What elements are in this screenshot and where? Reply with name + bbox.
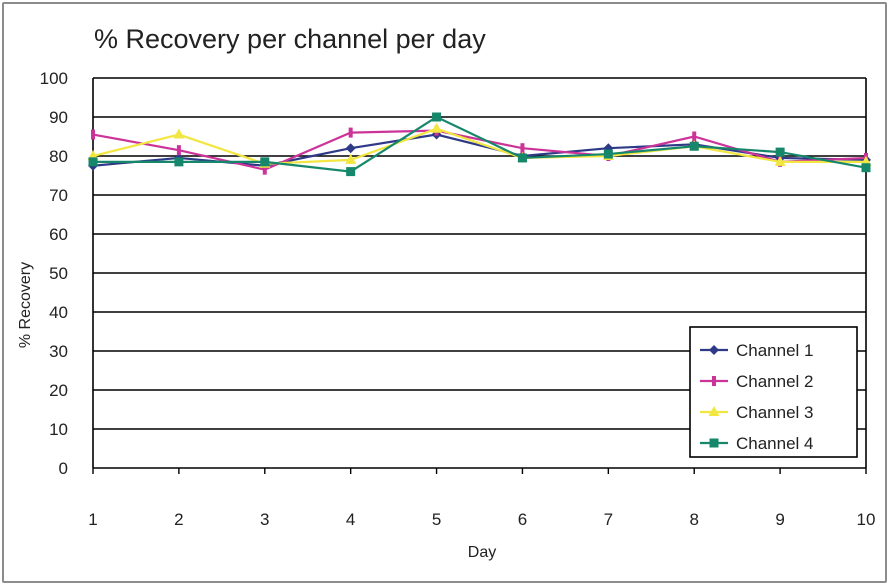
legend-label: Channel 1 xyxy=(736,341,814,360)
legend-marker xyxy=(709,438,719,448)
data-point xyxy=(348,127,353,138)
data-point xyxy=(517,153,527,163)
legend-label: Channel 3 xyxy=(736,403,814,422)
data-point xyxy=(345,153,357,164)
data-point xyxy=(260,157,270,167)
x-tick-label: 5 xyxy=(432,510,441,529)
y-tick-label: 10 xyxy=(49,420,68,439)
y-tick-label: 90 xyxy=(49,108,68,127)
x-tick-label: 3 xyxy=(260,510,269,529)
data-point xyxy=(774,155,786,166)
y-tick-label: 50 xyxy=(49,264,68,283)
x-tick-label: 7 xyxy=(604,510,613,529)
y-tick-label: 100 xyxy=(40,69,68,88)
x-axis-ticks: 1 2 3 4 5 6 7 8 9 10 xyxy=(88,468,875,529)
y-tick-label: 30 xyxy=(49,342,68,361)
y-tick-label: 40 xyxy=(49,303,68,322)
series-channel-4 xyxy=(88,112,871,177)
legend-item: Channel 2 xyxy=(700,372,814,391)
data-point xyxy=(262,164,267,175)
legend-item: Channel 3 xyxy=(700,403,814,422)
data-point xyxy=(692,131,697,142)
legend: Channel 1 Channel 2 Channel 3 Channel 4 xyxy=(689,326,858,458)
data-point xyxy=(174,157,184,167)
legend-marker xyxy=(712,376,716,386)
legend-box xyxy=(689,326,858,458)
y-axis-ticks: 0 10 20 30 40 50 60 70 80 90 100 xyxy=(40,69,68,478)
series-group xyxy=(87,112,872,177)
data-point xyxy=(91,129,95,140)
x-tick-label: 10 xyxy=(857,510,876,529)
y-tick-label: 0 xyxy=(59,459,68,478)
data-point xyxy=(431,122,443,133)
data-point xyxy=(861,163,871,173)
data-point xyxy=(520,143,525,154)
x-tick-label: 6 xyxy=(518,510,527,529)
data-point xyxy=(345,143,356,154)
legend-marker xyxy=(708,406,720,416)
chart-title: % Recovery per channel per day xyxy=(94,24,486,54)
y-tick-label: 80 xyxy=(49,147,68,166)
series-line xyxy=(93,115,867,173)
data-point xyxy=(775,147,785,157)
data-point xyxy=(689,141,699,151)
y-axis-label: % Recovery xyxy=(17,262,34,348)
legend-marker xyxy=(709,345,719,355)
legend-item: Channel 4 xyxy=(700,434,814,453)
data-point xyxy=(432,112,442,122)
legend-label: Channel 4 xyxy=(736,434,814,453)
data-point xyxy=(603,149,613,159)
y-tick-label: 20 xyxy=(49,381,68,400)
x-tick-label: 8 xyxy=(689,510,698,529)
x-tick-label: 4 xyxy=(346,510,355,529)
x-tick-label: 1 xyxy=(88,510,97,529)
data-point xyxy=(346,167,356,177)
x-axis-label: Day xyxy=(468,544,496,561)
data-point xyxy=(88,157,98,167)
x-tick-label: 2 xyxy=(174,510,183,529)
data-point xyxy=(176,145,181,156)
data-point xyxy=(173,128,185,139)
series-line xyxy=(92,127,866,165)
y-tick-label: 60 xyxy=(49,225,68,244)
legend-item: Channel 1 xyxy=(700,341,814,360)
y-tick-label: 70 xyxy=(49,186,68,205)
x-tick-label: 9 xyxy=(775,510,784,529)
legend-label: Channel 2 xyxy=(736,372,814,391)
